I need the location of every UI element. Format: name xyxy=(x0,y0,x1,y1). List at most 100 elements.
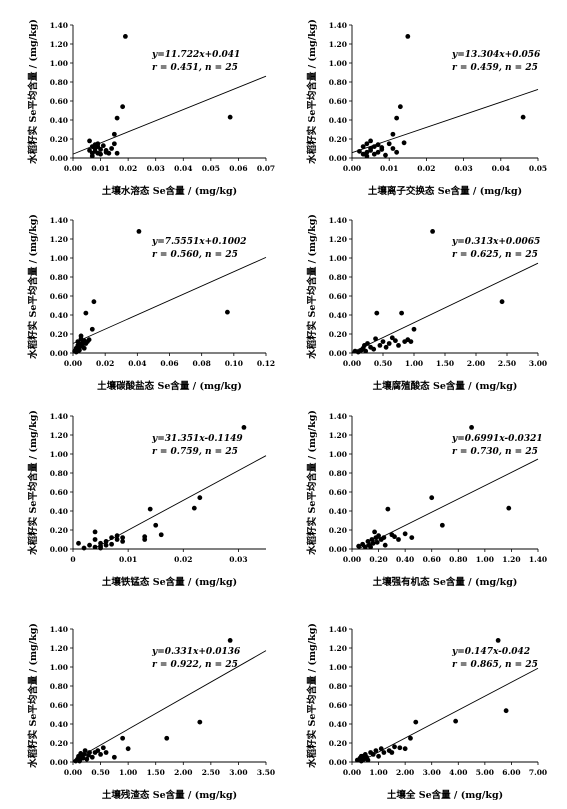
data-point xyxy=(408,735,413,741)
x-tick-label: 0.05 xyxy=(202,164,220,173)
scatter-panel-7: 0.00 0.20 0.40 0.60 0.80 1.00 1.20 1.40 0.00 0.50… xyxy=(27,623,275,801)
y-tick-label: 1.40 xyxy=(329,625,347,634)
y-tick-label: 0.60 xyxy=(329,488,347,497)
y-tick-label: 1.40 xyxy=(50,625,68,634)
data-point xyxy=(89,754,95,760)
data-point xyxy=(385,506,391,512)
x-axis-label: 土壤残渣态 Se含量 / (mg/kg) xyxy=(102,789,237,801)
regression-stats: r = 0.625, n = 25 xyxy=(452,250,538,260)
data-point xyxy=(399,310,404,316)
x-tick-label: 1.00 xyxy=(119,768,137,777)
y-tick-label: 0.80 xyxy=(50,273,68,282)
y-tick-label: 0.40 xyxy=(50,720,68,729)
regression-line xyxy=(351,89,539,154)
y-axis-label: 水稻籽实 Se平均含量 / (mg/kg) xyxy=(306,214,318,359)
regression-equation: y=11.722x+0.041 xyxy=(151,50,240,60)
data-point xyxy=(109,535,114,540)
y-tick-label: 0.00 xyxy=(50,758,68,767)
y-tick-label: 0.20 xyxy=(329,330,347,339)
data-point xyxy=(87,542,92,548)
data-point xyxy=(365,757,371,763)
data-point xyxy=(111,141,117,147)
data-point xyxy=(120,535,126,540)
x-tick-label: 2.00 xyxy=(396,768,414,777)
y-tick-label: 1.40 xyxy=(329,216,347,225)
scatter-panel-8: 0.00 0.20 0.40 0.60 0.80 1.00 1.20 1.40 0.00 1.00… xyxy=(306,623,547,801)
regression-line xyxy=(359,667,539,763)
x-axis-label: 土壤碳酸盐态 Se含量 / (mg/kg) xyxy=(97,380,242,392)
regression-line xyxy=(357,458,539,550)
y-tick-label: 1.00 xyxy=(329,663,347,672)
data-point xyxy=(439,522,445,528)
y-tick-label: 0.40 xyxy=(50,116,68,125)
data-point xyxy=(394,115,400,121)
y-tick-label: 0.60 xyxy=(50,97,68,106)
y-tick-label: 0.40 xyxy=(329,507,347,516)
data-point xyxy=(86,337,92,343)
y-tick-label: 0.00 xyxy=(329,545,347,554)
data-point xyxy=(379,147,385,152)
regression-equation: y=0.147x-0.042 xyxy=(451,647,530,657)
data-point xyxy=(396,537,401,542)
data-point xyxy=(495,638,501,643)
data-point xyxy=(370,752,376,757)
data-point xyxy=(103,542,109,548)
data-point xyxy=(114,115,120,121)
y-tick-label: 1.20 xyxy=(329,235,347,244)
scatter-panel-5: 0.00 0.20 0.40 0.60 0.80 1.00 1.20 1.40 0 0.01 0.0… xyxy=(27,410,267,588)
regression-stats: r = 0.451, n = 25 xyxy=(152,63,238,73)
data-point xyxy=(78,333,84,339)
data-point xyxy=(397,745,403,751)
x-tick-label: 0.05 xyxy=(529,164,547,173)
y-tick-label: 0.80 xyxy=(50,469,68,478)
data-point xyxy=(191,505,197,511)
data-point xyxy=(80,755,86,761)
x-tick-label: 0.80 xyxy=(449,555,467,564)
data-point xyxy=(153,522,159,528)
data-point xyxy=(92,544,98,550)
regression-stats: r = 0.759, n = 25 xyxy=(152,447,238,457)
x-tick-label: 4.00 xyxy=(449,768,467,777)
y-tick-label: 0.00 xyxy=(50,154,68,163)
regression-stats: r = 0.560, n = 25 xyxy=(152,250,238,260)
x-tick-label: 5.00 xyxy=(476,768,494,777)
x-tick-label: 0.00 xyxy=(343,768,361,777)
y-axis-label: 水稻籽实 Se平均含量 / (mg/kg) xyxy=(306,623,318,768)
x-tick-label: 0.00 xyxy=(343,164,361,173)
data-point xyxy=(392,744,397,750)
x-tick-label: 0.12 xyxy=(257,359,275,368)
x-tick-label: 3.50 xyxy=(257,768,275,777)
x-tick-label: 0.06 xyxy=(160,359,178,368)
x-tick-label: 0.00 xyxy=(343,555,361,564)
regression-stats: r = 0.922, n = 25 xyxy=(152,660,238,670)
x-tick-label: 0.10 xyxy=(225,359,243,368)
data-point xyxy=(98,147,103,152)
data-point xyxy=(376,533,381,539)
data-point xyxy=(374,310,380,316)
data-point xyxy=(83,310,89,316)
y-axis-label: 水稻籽实 Se平均含量 / (mg/kg) xyxy=(27,214,39,359)
y-tick-label: 0.00 xyxy=(50,545,68,554)
x-tick-label: 3.00 xyxy=(423,768,441,777)
regression-line xyxy=(72,75,267,155)
data-point xyxy=(98,543,103,549)
data-point xyxy=(82,748,88,753)
x-tick-label: 1.00 xyxy=(405,359,423,368)
data-point xyxy=(381,750,387,755)
data-point xyxy=(386,141,392,147)
data-point xyxy=(506,505,512,511)
data-point xyxy=(380,339,386,344)
regression-line xyxy=(92,455,267,550)
x-tick-label: 0.03 xyxy=(147,164,165,173)
data-point xyxy=(469,425,474,430)
data-point xyxy=(382,542,388,548)
x-tick-label: 0.02 xyxy=(174,555,192,564)
y-tick-label: 0.80 xyxy=(329,78,347,87)
data-point xyxy=(360,144,366,150)
data-point xyxy=(371,151,377,157)
regression-equation: y=0.331x+0.0136 xyxy=(151,647,241,657)
data-point xyxy=(120,104,126,110)
data-point xyxy=(371,144,377,150)
data-point xyxy=(383,152,388,158)
